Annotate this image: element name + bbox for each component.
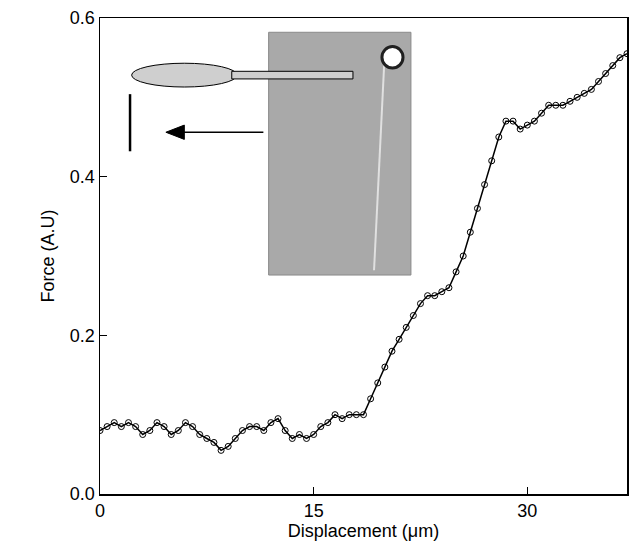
- svg-text:15: 15: [304, 501, 324, 521]
- svg-text:Displacement (μm): Displacement (μm): [288, 521, 439, 541]
- svg-text:0.6: 0.6: [70, 8, 95, 28]
- svg-text:0.2: 0.2: [70, 326, 95, 346]
- svg-text:0.0: 0.0: [70, 484, 95, 504]
- svg-text:Force (A.U): Force (A.U): [38, 209, 58, 302]
- svg-text:0: 0: [95, 501, 105, 521]
- svg-text:30: 30: [517, 501, 537, 521]
- svg-text:0.4: 0.4: [70, 167, 95, 187]
